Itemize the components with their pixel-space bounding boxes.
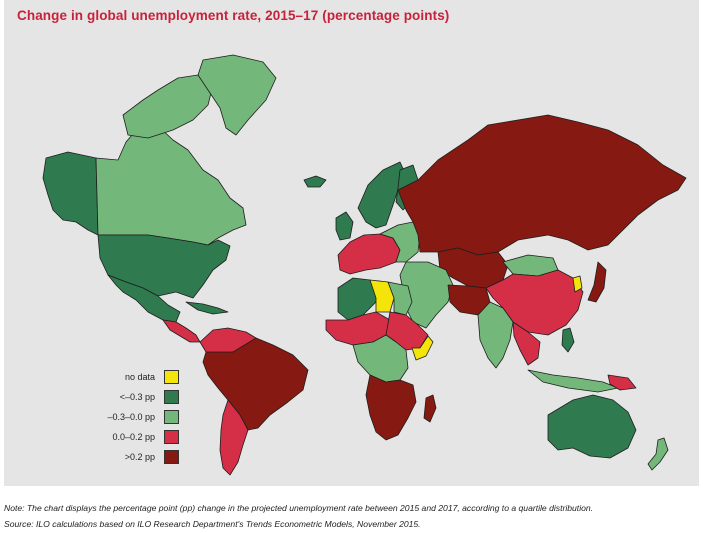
region-southern-africa	[365, 374, 417, 441]
region-greenland	[197, 54, 277, 136]
region-somalia	[411, 335, 434, 361]
legend-item-above-0-2: >0.2 pp	[99, 450, 179, 467]
legend-swatch	[164, 450, 179, 464]
legend-label: 0.0–0.2 pp	[112, 432, 155, 442]
legend-label: >0.2 pp	[124, 452, 155, 462]
legend-item-below-minus-0-3: <–0.3 pp	[99, 390, 179, 407]
region-madagascar	[423, 394, 437, 423]
region-indonesia	[527, 369, 619, 393]
region-north-korea	[572, 275, 583, 293]
region-canada	[95, 125, 247, 246]
footnotes: Note: The chart displays the percentage …	[4, 500, 593, 532]
region-australia	[547, 394, 637, 459]
region-new-zealand	[647, 437, 669, 471]
legend-item-no-data: no data	[99, 370, 179, 387]
region-russia	[397, 114, 687, 256]
region-caribbean	[185, 301, 229, 315]
region-iceland	[303, 175, 327, 188]
legend-swatch	[164, 430, 179, 444]
legend-label: <–0.3 pp	[119, 392, 155, 402]
region-japan	[587, 261, 607, 303]
region-western-europe	[337, 233, 401, 275]
note-text: Note: The chart displays the percentage …	[4, 503, 594, 513]
region-central-africa	[352, 334, 409, 383]
legend-label: no data	[124, 372, 155, 382]
world-map	[42, 54, 687, 476]
region-southern-cone	[219, 399, 249, 476]
region-alaska	[42, 151, 99, 236]
region-central-america	[162, 319, 201, 343]
legend-label: –0.3–0.0 pp	[107, 412, 155, 422]
legend-swatch	[164, 410, 179, 424]
region-brazil	[202, 337, 309, 431]
region-uk-ireland	[335, 211, 354, 241]
region-india	[477, 301, 514, 369]
region-arctic-islands	[122, 74, 214, 139]
region-eastern-europe	[379, 221, 421, 263]
legend-swatch	[164, 370, 179, 384]
source-text: Source: ILO calculations based on ILO Re…	[4, 519, 421, 529]
region-philippines	[561, 327, 575, 353]
region-southeast-asia	[512, 321, 541, 366]
map-panel: Change in global unemployment rate, 2015…	[4, 0, 699, 486]
chart-title: Change in global unemployment rate, 2015…	[17, 8, 450, 23]
legend-item-minus-0-3-to-0: –0.3–0.0 pp	[99, 410, 179, 427]
region-united-states	[97, 234, 231, 299]
legend-swatch	[164, 390, 179, 404]
legend: no data <–0.3 pp –0.3–0.0 pp 0.0–0.2 pp …	[99, 370, 179, 470]
legend-item-0-to-0-2: 0.0–0.2 pp	[99, 430, 179, 447]
region-papua	[607, 374, 637, 391]
